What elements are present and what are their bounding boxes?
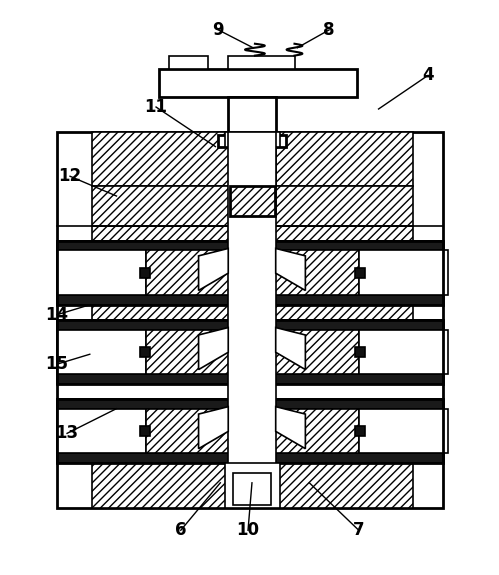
Bar [57,320,240,329]
Text: 13: 13 [55,424,79,442]
Bar [265,320,443,384]
Polygon shape [199,328,228,370]
Text: 10: 10 [237,522,259,539]
Text: 11: 11 [145,98,168,116]
Bar [265,329,359,374]
Text: 12: 12 [58,167,81,185]
Bar [230,186,275,216]
Bar [92,186,240,226]
Bar [265,251,359,295]
Polygon shape [276,407,305,448]
Bar [265,226,413,240]
Bar [146,251,240,295]
Polygon shape [199,407,228,448]
Bar [359,251,448,295]
Bar [57,398,240,409]
Bar [57,132,443,508]
Bar [146,409,240,453]
Bar [265,186,413,226]
Bar [359,329,448,374]
Text: 8: 8 [323,21,335,39]
Bar [265,409,359,453]
Bar [169,56,209,70]
Bar [57,409,146,453]
Polygon shape [199,248,228,290]
Bar [230,147,275,186]
Bar [57,240,240,251]
Text: 14: 14 [45,306,69,324]
Bar [265,305,413,320]
Polygon shape [276,328,305,370]
Bar [140,347,150,357]
Bar [228,97,276,137]
Text: 15: 15 [46,355,69,373]
Bar [140,427,150,436]
Bar [265,453,443,463]
Bar [355,268,365,278]
Bar [92,226,240,240]
Bar [57,374,240,384]
Text: 9: 9 [213,21,224,39]
Bar [355,427,365,436]
Bar [265,398,443,463]
Bar [225,463,279,508]
Bar [228,132,276,508]
Bar [265,320,443,329]
Polygon shape [276,248,305,290]
Text: 7: 7 [353,522,365,539]
Bar [265,240,443,305]
Bar [92,463,240,508]
Bar [92,132,230,186]
Text: 4: 4 [422,66,434,85]
Bar [57,251,146,295]
Bar [57,240,240,305]
Text: 6: 6 [175,522,187,539]
Bar [57,398,240,463]
Bar [265,295,443,305]
Bar [265,463,413,508]
Bar [57,329,146,374]
Bar [146,329,240,374]
Bar [265,240,443,251]
Bar [57,453,240,463]
Bar [228,56,295,70]
Bar [275,132,413,186]
Bar [265,374,443,384]
Bar [92,305,240,320]
Bar [57,320,240,384]
Bar [265,398,443,409]
Bar [359,409,448,453]
Bar [355,347,365,357]
Bar [57,295,240,305]
Bar [159,70,357,97]
Bar [140,268,150,278]
Bar [233,473,271,504]
Bar [225,132,279,147]
Bar [219,135,285,147]
